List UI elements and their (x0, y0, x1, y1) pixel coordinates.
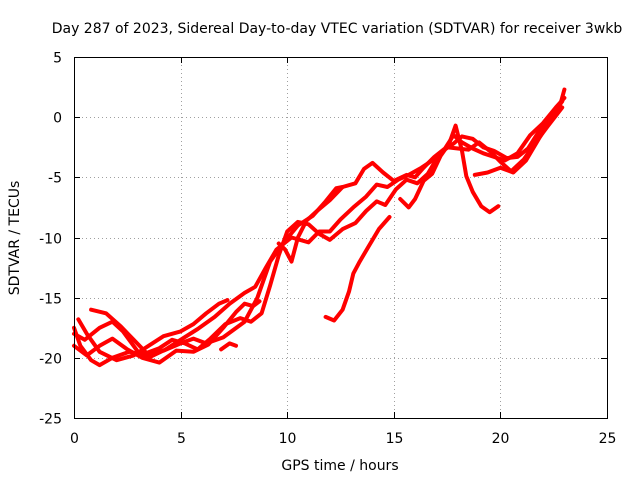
x-tick-labels: 0 5 10 15 20 25 (70, 431, 616, 447)
series-line-sat-g (323, 215, 392, 323)
chart-title: Day 287 of 2023, Sidereal Day-to-day VTE… (52, 21, 623, 37)
y-tick-label: -5 (48, 171, 62, 187)
y-tick-labels: 5 0 -5 -10 -15 -20 -25 (39, 51, 62, 428)
series-group (72, 87, 567, 368)
series-line-sat-d (72, 99, 565, 359)
x-tick-label: 10 (279, 431, 297, 447)
x-tick-label: 0 (70, 431, 79, 447)
series-line-sat-i (472, 87, 567, 177)
series-line-sat-h (398, 123, 501, 215)
series-line-sat-e (89, 105, 565, 355)
grid (74, 57, 607, 418)
series-line-sat-f (276, 95, 567, 264)
series-line-sat-j (219, 341, 238, 352)
y-tick-label: -10 (39, 232, 62, 248)
y-tick-label: -25 (39, 412, 62, 428)
series-line-sat-c (72, 299, 262, 365)
y-tick-label: -20 (39, 352, 62, 368)
x-tick-label: 25 (599, 431, 617, 447)
y-tick-label: 0 (53, 111, 62, 127)
y-axis-label: SDTVAR / TECUs (7, 181, 23, 296)
axis-ticks (74, 57, 608, 419)
x-tick-label: 20 (492, 431, 510, 447)
x-tick-label: 15 (386, 431, 404, 447)
x-tick-label: 5 (177, 431, 186, 447)
x-axis-label: GPS time / hours (281, 458, 398, 474)
y-tick-label: -15 (39, 292, 62, 308)
y-tick-label: 5 (53, 51, 62, 67)
